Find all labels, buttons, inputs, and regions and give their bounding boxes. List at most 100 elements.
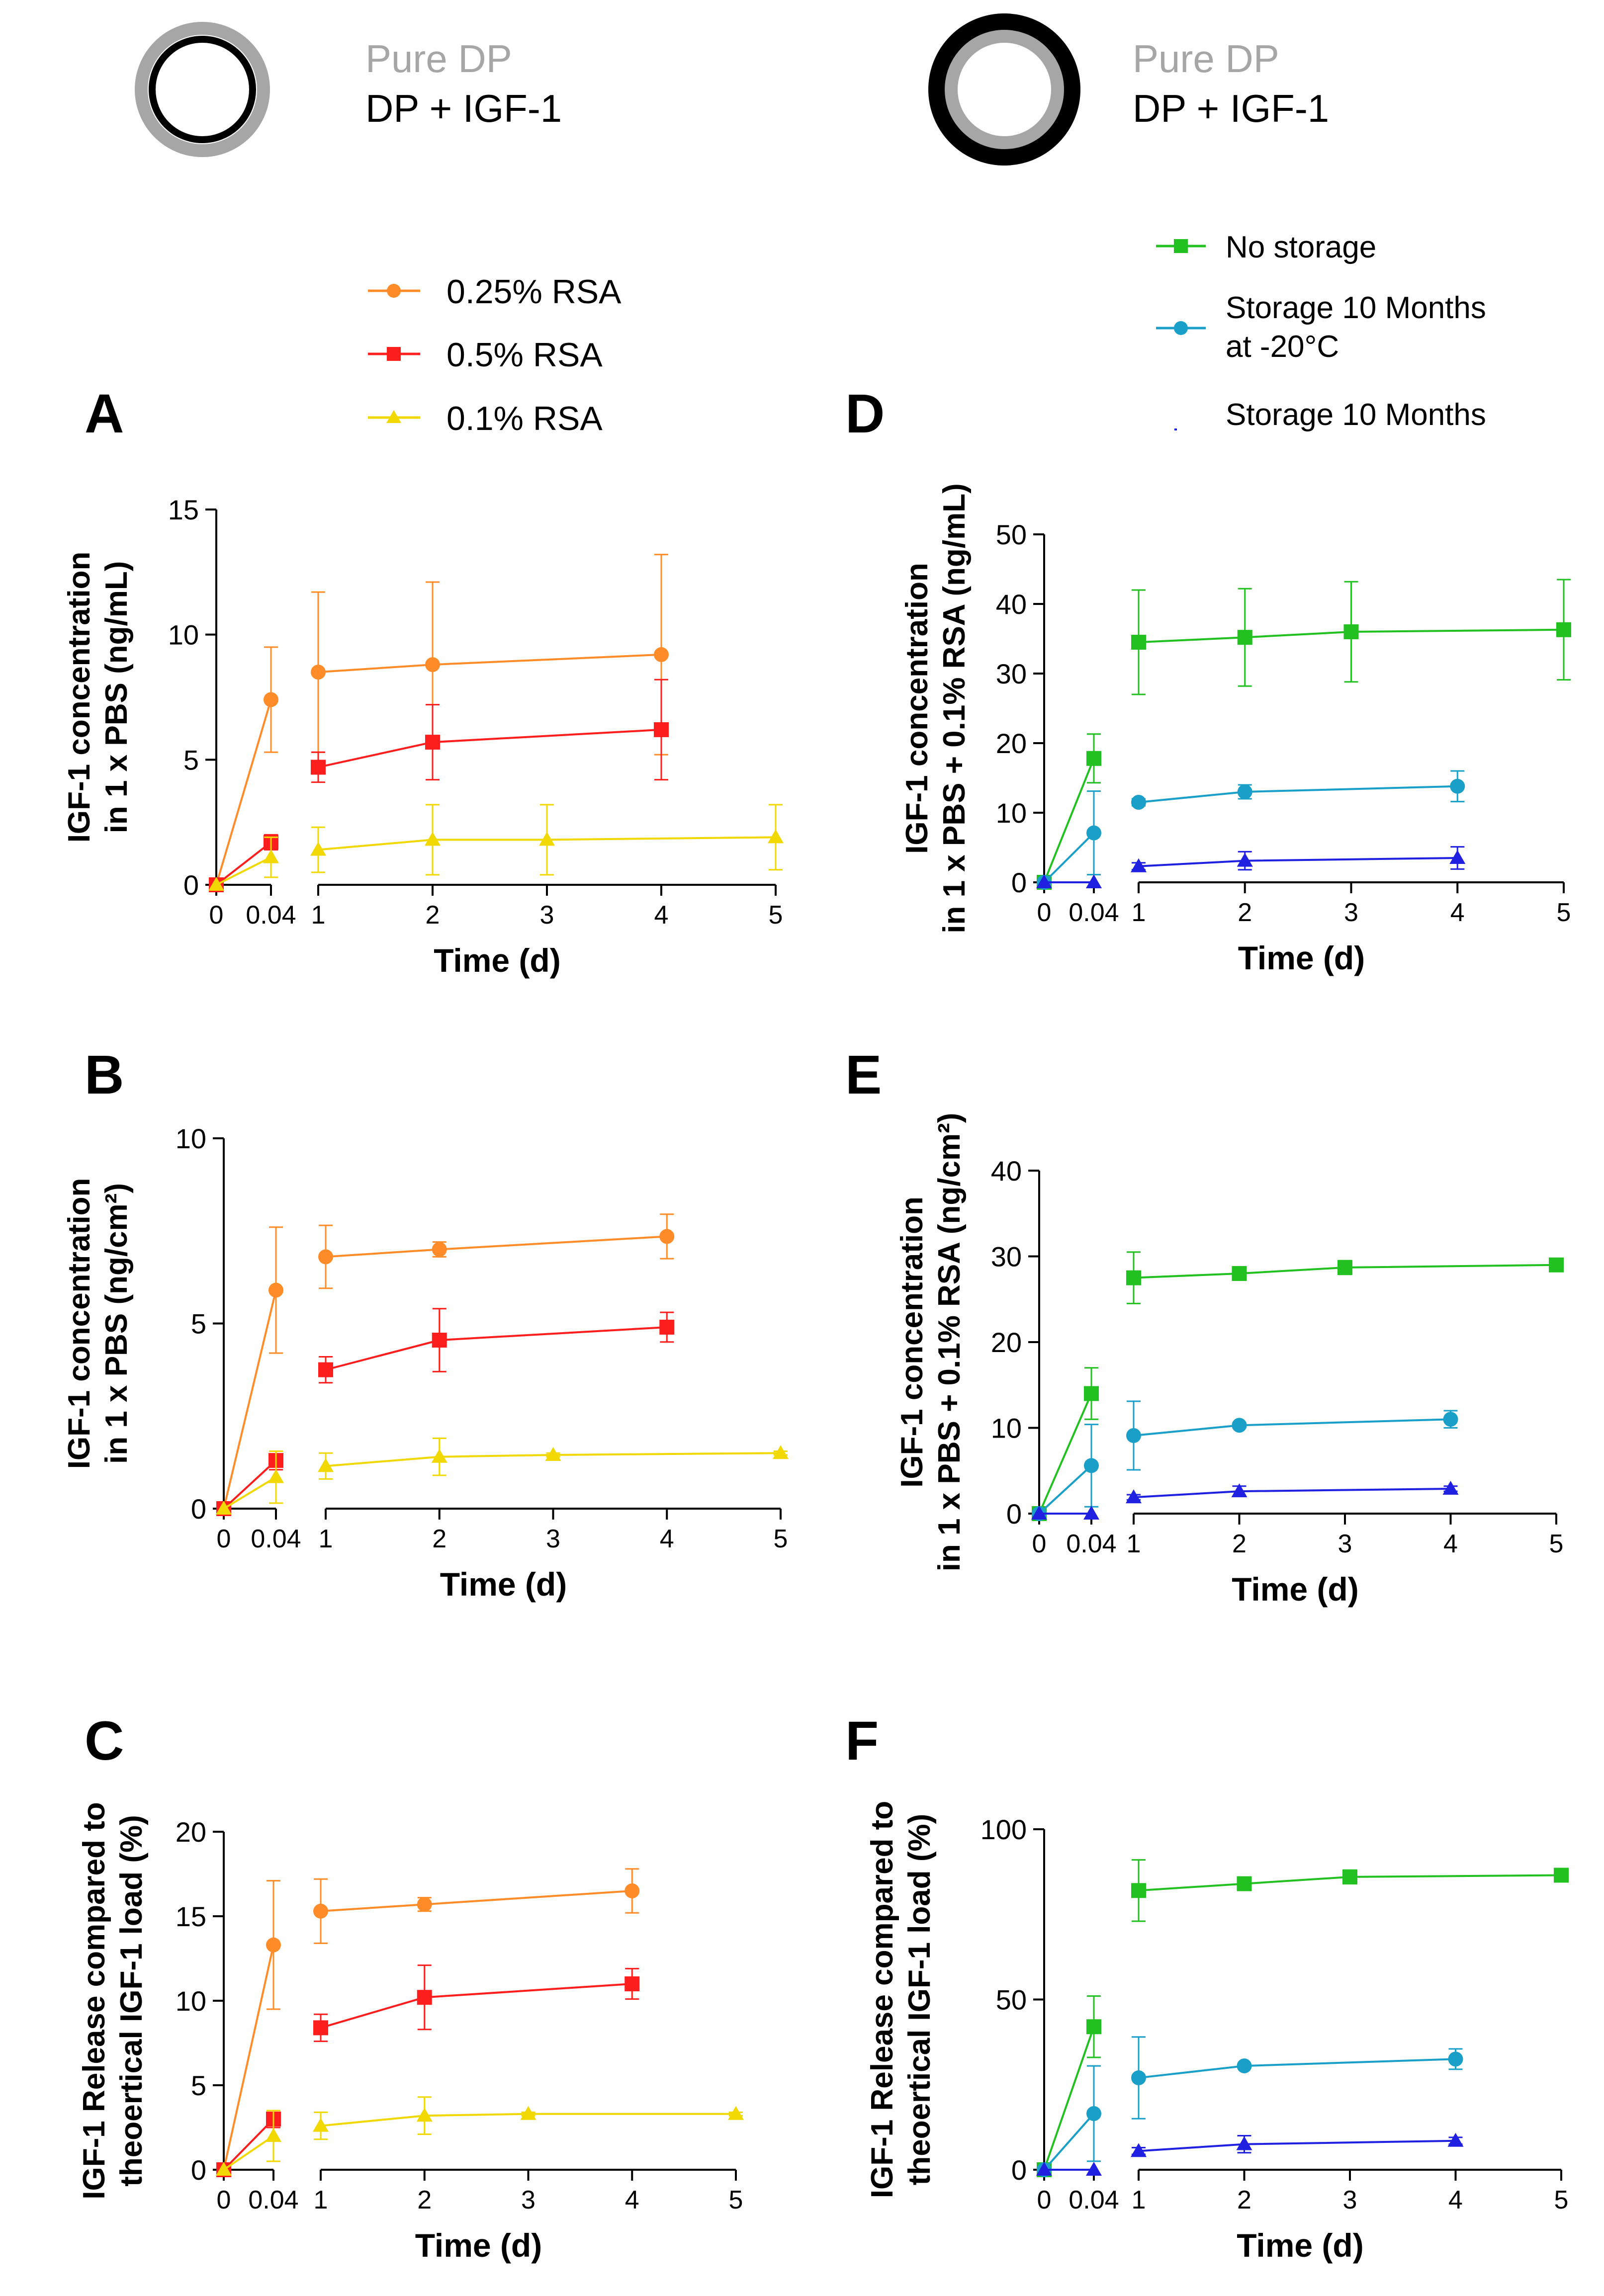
x-tick-label: 0.04 [248,2186,298,2214]
panel-letter-c: C [85,1710,124,1772]
x-tick-label: 5 [769,901,783,930]
y-tick-label: 10 [996,797,1027,829]
y-tick-label: 5 [191,2070,206,2101]
data-point [624,1976,640,1991]
series-s01 [216,1437,789,1515]
data-point [1342,1869,1357,1884]
series-s025 [216,1868,640,2177]
y-tick-label: 5 [183,744,199,775]
data-point [311,665,326,680]
triangle-marker-icon [386,410,401,423]
series-line [318,836,776,851]
data-point [768,829,784,844]
series-stor [1036,846,1466,888]
data-point [208,877,224,891]
series-line [1043,758,1095,883]
data-point [1450,778,1465,794]
x-tick-label: 0.04 [1066,1530,1116,1558]
series-line [223,1459,277,1510]
data-point [1126,1428,1141,1444]
series-line [223,1476,277,1510]
data-point [313,2020,328,2036]
data-point [1131,858,1147,872]
circle-marker-icon [387,284,401,298]
y-tick-label: 20 [991,1327,1022,1358]
series-none [1037,1859,1569,2177]
x-axis-label: Time (d) [1232,1571,1358,1608]
y-axis-label-line2: theoertical IGF-1 load (%) [902,1814,937,2186]
data-point [654,722,669,737]
series-line [320,1983,632,2029]
series-s025 [216,1213,675,1516]
x-tick-label: 1 [311,901,326,930]
x-tick-label: 1 [314,2186,328,2214]
data-point [1086,751,1101,766]
y-tick-label: 5 [191,1308,206,1340]
x-tick-label: 1 [1132,898,1146,927]
series-s05 [216,1964,640,2177]
data-point [654,647,669,662]
y-axis-label-line2: theoertical IGF-1 load (%) [114,1815,149,2187]
ring-legend-right: Pure DP DP + IGF-1 [928,13,1329,166]
data-point [318,1249,333,1265]
x-tick-label: 4 [625,2186,639,2214]
x-tick-label: 1 [319,1525,333,1553]
data-point [1036,874,1052,888]
x-axis-label: Time (d) [434,942,560,979]
data-point [266,1937,281,1953]
data-point [264,692,278,707]
series-line [1138,1874,1562,1892]
x-tick-label: 3 [1344,898,1358,927]
x-tick-label: 2 [432,1525,446,1553]
x-tick-label: 0.04 [1069,2186,1119,2214]
x-tick-label: 0 [1037,898,1052,927]
series-line [216,856,271,886]
data-point [263,849,279,863]
data-point [1556,622,1571,637]
y-tick-label: 10 [991,1413,1022,1444]
series-line [325,1326,667,1371]
x-tick-label: 1 [1127,1530,1141,1558]
series-line [215,699,272,885]
legend-label: No storage [1226,230,1376,264]
pure-dp-label: Pure DP [1133,37,1279,81]
legend-rsa: 0.25% RSA 0.5% RSA 0.1% RSA [368,273,622,437]
series-line [1138,628,1564,643]
series-stor [1031,1480,1459,1520]
data-point [1083,1506,1099,1520]
y-tick-label: 30 [991,1241,1022,1273]
series-line [1138,857,1458,867]
data-point [1343,624,1359,639]
legend-label: 0.1% RSA [446,400,603,437]
x-tick-label: 5 [1554,2186,1569,2214]
y-axis-label: IGF-1 concentration [62,1178,96,1469]
series-line [1138,785,1458,803]
data-point [1126,1489,1142,1504]
data-point [1237,630,1252,645]
series-line [1043,832,1095,883]
y-axis-label: IGF-1 Release compared to [77,1802,111,2199]
legend-label: Storage 10 Months [1226,291,1486,325]
data-point [425,735,440,750]
series-line [223,1945,274,2170]
x-tick-label: 3 [1343,2186,1357,2214]
data-point [1131,795,1146,810]
data-point [1442,1480,1459,1495]
series-line [318,728,662,768]
data-point [1131,2070,1146,2086]
series-m20 [1032,1400,1458,1521]
series-s05 [209,679,669,892]
data-point [268,1469,284,1483]
series-s01 [208,804,784,891]
series-line [1043,2113,1095,2171]
data-point [313,2118,329,2132]
y-tick-label: 0 [1011,867,1027,898]
data-point [1232,1266,1247,1281]
y-tick-label: 50 [996,1984,1027,2016]
y-tick-label: 0 [1011,2154,1027,2186]
series-line [215,841,272,886]
panel-letter-d: D [845,383,885,444]
data-point [539,832,555,846]
series-line [1038,1393,1092,1514]
